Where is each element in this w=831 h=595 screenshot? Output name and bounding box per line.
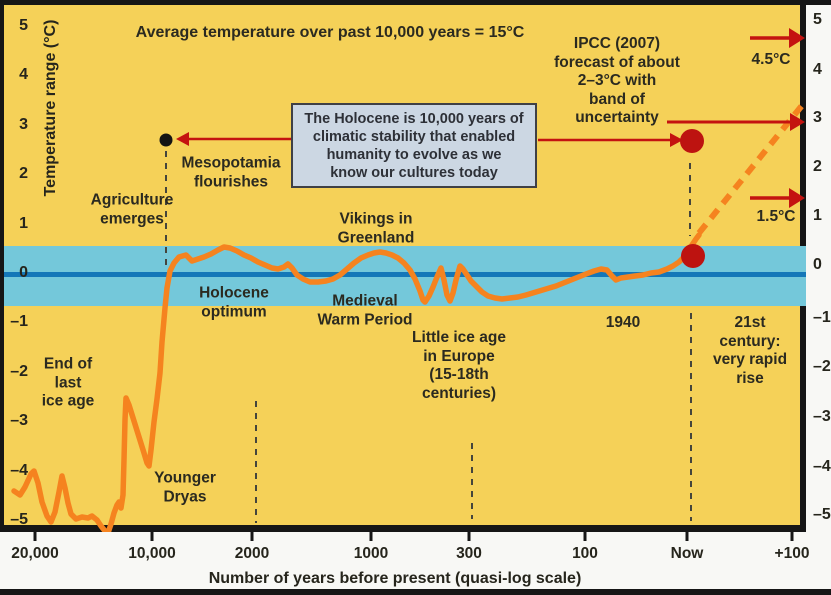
y-axis-right-labels: 5 4 3 2 1 0 –1 –2 –3 –4 –5 [806,5,831,589]
x-axis-tick-label: Now [670,545,704,562]
chart-svg [11,28,807,536]
y-axis-right-tick-label: 5 [813,11,822,28]
label-4-5-degrees: 4.5°C [751,50,791,68]
holocene-callout-box: The Holocene is 10,000 years of climatic… [291,103,537,188]
y-axis-left-tick-label: 3 [19,116,28,133]
mesopotamia-dot [159,133,173,147]
x-axis-tick-label: 20,000 [11,545,59,562]
annotation-21st-century-rapid-rise: 21st century: very rapid rise [712,314,788,387]
x-axis-tick-label: +100 [774,545,810,562]
annotation-little-ice-age: Little ice age in Europe (15-18th centur… [412,329,506,402]
holocene-box-arrow-head [670,133,683,147]
annotation-end-of-last-ice-age: End of last ice age [41,355,95,410]
x-axis-tick-mark [369,532,373,541]
x-axis-tick-mark [150,532,154,541]
y-axis-left-tick-label: 1 [19,215,28,232]
y-axis-right-tick-label: –3 [813,408,831,425]
y-axis-left-tick-label: –4 [10,462,28,479]
y-axis-left-tick-label: 5 [19,17,28,34]
x-axis-title: Number of years before present (quasi-lo… [208,570,582,587]
y-axis-right-tick-label: –4 [813,458,831,475]
x-axis-area: Number of years before present (quasi-lo… [0,532,809,589]
temperature-curve-line [11,232,702,536]
x-axis-tick-mark [583,532,587,541]
holocene-callout-text: The Holocene is 10,000 years of climatic… [304,110,524,181]
y-axis-left-tick-label: 4 [19,66,28,83]
annotation-ipcc-forecast: IPCC (2007) forecast of about 2–3°C with… [554,34,680,126]
y-axis-right-tick-label: 0 [813,256,822,273]
annotation-mesopotamia-flourishes: Mesopotamia flourishes [181,154,281,191]
forecast-projection-dashed-line [696,101,807,235]
mesopotamia-arrow-head [176,132,189,146]
forecast-dot [680,129,704,153]
y-axis-right-tick-label: 3 [813,109,822,126]
x-axis-tick-label: 300 [456,545,482,562]
y-axis-left-tick-label: –1 [10,313,28,330]
lower-bound-arrow-head [789,188,805,208]
x-axis-tick-mark [685,532,689,541]
y-axis-left-tick-label: –2 [10,363,28,380]
uncertainty-arrow-head [790,113,805,131]
annotation-vikings-in-greenland: Vikings in Greenland [337,210,415,247]
x-axis-tick-label: 100 [572,545,598,562]
y-axis-right-tick-label: –1 [813,309,831,326]
y-axis-right-tick-label: 4 [813,61,822,78]
y-axis-title: Temperature range (°C) [42,19,59,197]
upper-bound-arrow-head [789,28,805,48]
x-axis-tick-mark [790,532,794,541]
annotation-agriculture-emerges: Agriculture emerges [90,191,174,228]
x-axis-tick-label: 10,000 [128,545,176,562]
annotation-1940: 1940 [605,313,641,331]
plot-area: Average temperature over past 10,000 yea… [0,0,810,536]
y-axis-right-tick-label: –5 [813,506,831,523]
x-axis-tick-mark [33,532,37,541]
y-axis-left-tick-label: –3 [10,412,28,429]
y-axis-right-tick-label: 1 [813,207,822,224]
chart-title: Average temperature over past 10,000 yea… [135,23,525,41]
zero-degree-line [4,272,810,277]
label-1-5-degrees: 1.5°C [756,207,796,225]
now-dot [681,244,705,268]
annotation-holocene-optimum: Holocene optimum [199,284,269,321]
x-axis-tick-label: 2000 [234,545,270,562]
annotation-younger-dryas: Younger Dryas [154,469,216,506]
annotation-medieval-warm-period: Medieval Warm Period [317,292,413,329]
y-axis-right-tick-label: 2 [813,158,822,175]
x-axis-tick-mark [250,532,254,541]
y-axis-right-tick-label: –2 [813,358,831,375]
y-axis-left-tick-label: 0 [19,264,28,281]
y-axis-left-tick-label: –5 [10,511,28,528]
y-axis-left-tick-label: 2 [19,165,28,182]
x-axis-tick-label: 1000 [353,545,389,562]
x-axis-tick-mark [467,532,471,541]
